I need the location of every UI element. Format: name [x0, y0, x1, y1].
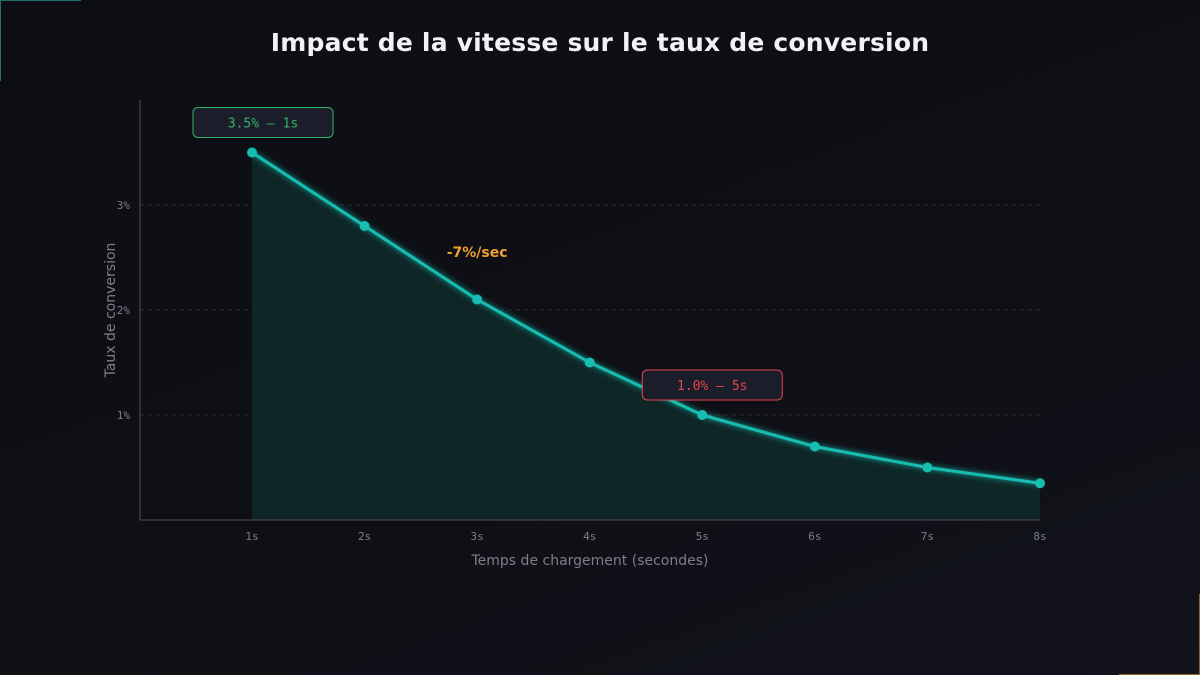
annotations: 3.5% — 1s 1.0% — 5s -7%/sec: [192, 107, 783, 401]
x-tick-label: 1s: [245, 530, 258, 543]
y-tick-label: 2%: [117, 304, 131, 317]
slope-annotation: -7%/sec: [447, 245, 508, 261]
y-axis-label: Taux de conversion: [103, 243, 119, 379]
x-tick-label: 7s: [921, 530, 934, 543]
data-point: [247, 147, 257, 158]
y-tick-label: 1%: [117, 409, 131, 422]
tick-labels: 1% 2% 3% 1s 2s 3s 4s 5s 6s 7s 8s: [117, 199, 1047, 543]
x-tick-label: 2s: [358, 530, 371, 543]
data-point: [359, 221, 370, 231]
chart-title: Impact de la vitesse sur le taux de conv…: [270, 28, 930, 57]
x-tick-label: 5s: [696, 530, 709, 543]
x-tick-label: 4s: [583, 530, 596, 543]
data-point: [1035, 478, 1045, 489]
area-fill: [252, 152, 1040, 520]
data-point: [584, 357, 595, 368]
data-points: [247, 147, 1045, 489]
callout-label-bad: 1.0% — 5s: [677, 379, 747, 394]
x-tick-label: 8s: [1033, 530, 1046, 543]
x-axis-label: Temps de chargement (secondes): [471, 553, 709, 569]
data-point: [922, 462, 933, 473]
data-point: [809, 441, 820, 452]
callout-label-good: 3.5% — 1s: [228, 117, 298, 132]
data-point: [697, 410, 708, 420]
axes: [139, 100, 1040, 521]
data-point: [472, 294, 483, 305]
area-fill-group: [252, 152, 1040, 520]
corner-accent-top-left: [0, 0, 81, 81]
callout-box-good: [192, 107, 334, 138]
callout-box-bad: [641, 369, 783, 401]
x-tick-label: 6s: [808, 530, 821, 543]
x-tick-label: 3s: [471, 530, 484, 543]
y-tick-label: 3%: [117, 199, 131, 212]
